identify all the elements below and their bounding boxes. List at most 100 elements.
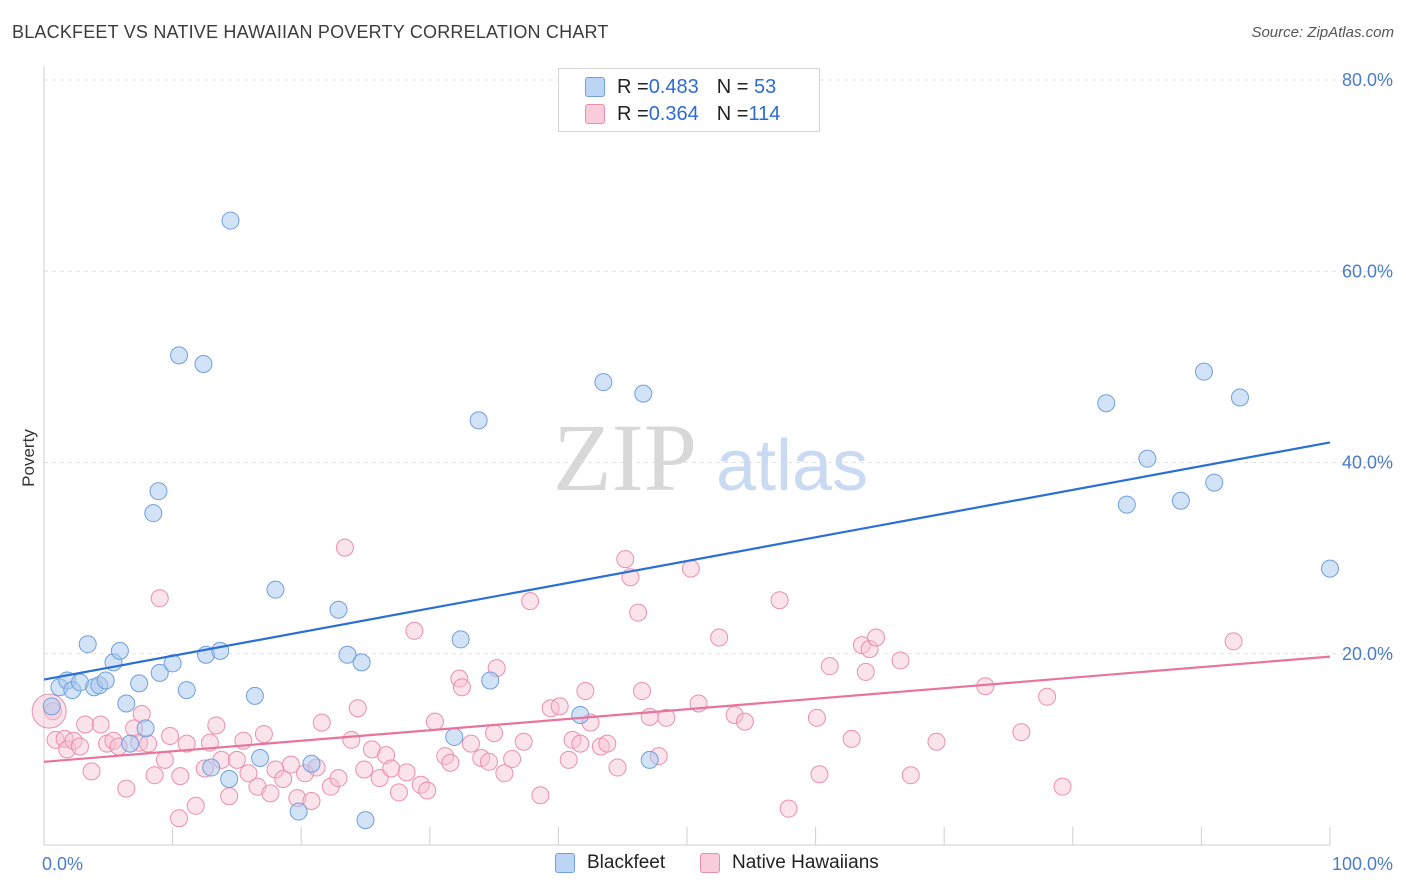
blackfeet-point (1321, 559, 1339, 578)
hawaiian-point (370, 769, 389, 788)
hawaiian-point (927, 732, 946, 751)
hawaiian-point (495, 764, 514, 783)
blackfeet-point (594, 373, 613, 392)
hawaiian-point (616, 550, 635, 569)
hawaiian-point (1224, 632, 1243, 651)
hawaiian-point (629, 603, 648, 622)
bottom-legend-label: Native Hawaiians (732, 852, 879, 873)
hawaiian-point (770, 591, 789, 610)
blackfeet-point (220, 770, 239, 789)
legend-row-hawaiian: R = 0.364 N = 114 (585, 101, 780, 127)
blackfeet-point (245, 686, 264, 705)
hawaiian-trend-line (43, 655, 1331, 763)
blackfeet-point (451, 630, 470, 649)
hawaiian-point (329, 769, 348, 788)
hawaiian-point (632, 682, 651, 701)
blackfeet-point (1230, 388, 1249, 407)
blackfeet-point (144, 504, 163, 523)
hawaiian-point (335, 538, 354, 557)
blackfeet-point (289, 802, 308, 821)
legend-n-value: 53 (748, 75, 777, 98)
hawaiian-point (382, 759, 401, 778)
blackfeet-point (1171, 491, 1190, 510)
blackfeet-point (469, 411, 488, 430)
hawaiian-point (170, 809, 189, 828)
blackfeet-point (177, 681, 196, 700)
hawaiian-point (807, 708, 826, 727)
hawaiian-point (541, 699, 560, 718)
hawaiian-point (810, 765, 829, 784)
blackfeet-point (121, 734, 140, 753)
hawaiian-point (1053, 777, 1072, 796)
chart-title: BLACKFEET VS NATIVE HAWAIIAN POVERTY COR… (12, 22, 609, 42)
legend-r-value: 0.483 (648, 75, 699, 98)
blackfeet-point (78, 635, 97, 654)
hawaiian-point (735, 712, 754, 731)
blackfeet-point (42, 697, 61, 716)
hawaiian-point (281, 755, 300, 774)
legend-n-value: 114 (748, 102, 781, 125)
hawaiian-point (657, 708, 676, 727)
axes (43, 66, 1331, 846)
hawaiian-point (71, 737, 90, 756)
watermark-zip: ZIP (553, 404, 697, 511)
hawaiian-point (725, 705, 744, 724)
hawaiian-point (461, 734, 480, 753)
hawaiian-point (55, 729, 74, 748)
hawaiian-point (860, 639, 879, 658)
legend-r-value: 0.364 (648, 102, 699, 125)
hawaiian-point (891, 651, 910, 670)
bottom-legend-blackfeet: Blackfeet (555, 852, 665, 874)
bottom-legend-label: Blackfeet (587, 852, 666, 873)
y-tick-label: 60.0% (1342, 261, 1393, 281)
blackfeet-point (202, 758, 221, 777)
hawaiian-point (441, 753, 460, 772)
hawaiian-point (186, 796, 205, 815)
hawaiian-point (901, 766, 920, 785)
hawaiian-point (227, 750, 246, 769)
y-axis-title: Poverty (19, 429, 38, 487)
blackfeet-point (150, 663, 169, 682)
blackfeet-point (1194, 362, 1213, 381)
blackfeet-point (1205, 473, 1224, 492)
blackfeet-point (1117, 495, 1136, 514)
blackfeet-point (338, 645, 357, 664)
hawaiian-point (207, 716, 226, 735)
bottom-legend-hawaiians: Native Hawaiians (700, 852, 879, 874)
hawaiian-point (261, 784, 280, 803)
blackfeet-trend-line (43, 441, 1331, 681)
hawaiian-point (46, 730, 65, 749)
hawaiian-point (220, 787, 239, 806)
hawaiian-point (312, 713, 331, 732)
blackfeet-point (352, 653, 371, 672)
hawaiian-point (867, 628, 886, 647)
hawaiian-point (171, 767, 190, 786)
hawaiian-legend-swatch (700, 853, 720, 873)
hawaiian-point (485, 724, 504, 743)
y-tick-label: 20.0% (1342, 644, 1393, 664)
hawaiian-point (397, 763, 416, 782)
blackfeet-point (445, 727, 464, 746)
hawaiian-point (91, 715, 110, 734)
blackfeet-point (481, 671, 500, 690)
hawaiian-point (1012, 723, 1031, 742)
blackfeet-point (96, 671, 115, 690)
blackfeet-point (170, 346, 189, 365)
blackfeet-point (1097, 394, 1116, 413)
hawaiian-point (82, 762, 101, 781)
hawaiian-point (239, 764, 258, 783)
hawaiian-point (559, 750, 578, 769)
hawaiian-point (355, 760, 374, 779)
hawaiian-point (274, 770, 293, 789)
hawaiian-point (598, 734, 617, 753)
blackfeet-swatch (585, 77, 605, 97)
blackfeet-point (110, 641, 129, 660)
hawaiian-swatch (585, 104, 605, 124)
trend-lines (43, 441, 1331, 763)
hawaiian-point (139, 734, 158, 753)
blackfeet-point (571, 705, 590, 724)
hawaiian-point (842, 729, 861, 748)
hawaiian-point (710, 628, 729, 647)
hawaiian-point (150, 589, 169, 608)
